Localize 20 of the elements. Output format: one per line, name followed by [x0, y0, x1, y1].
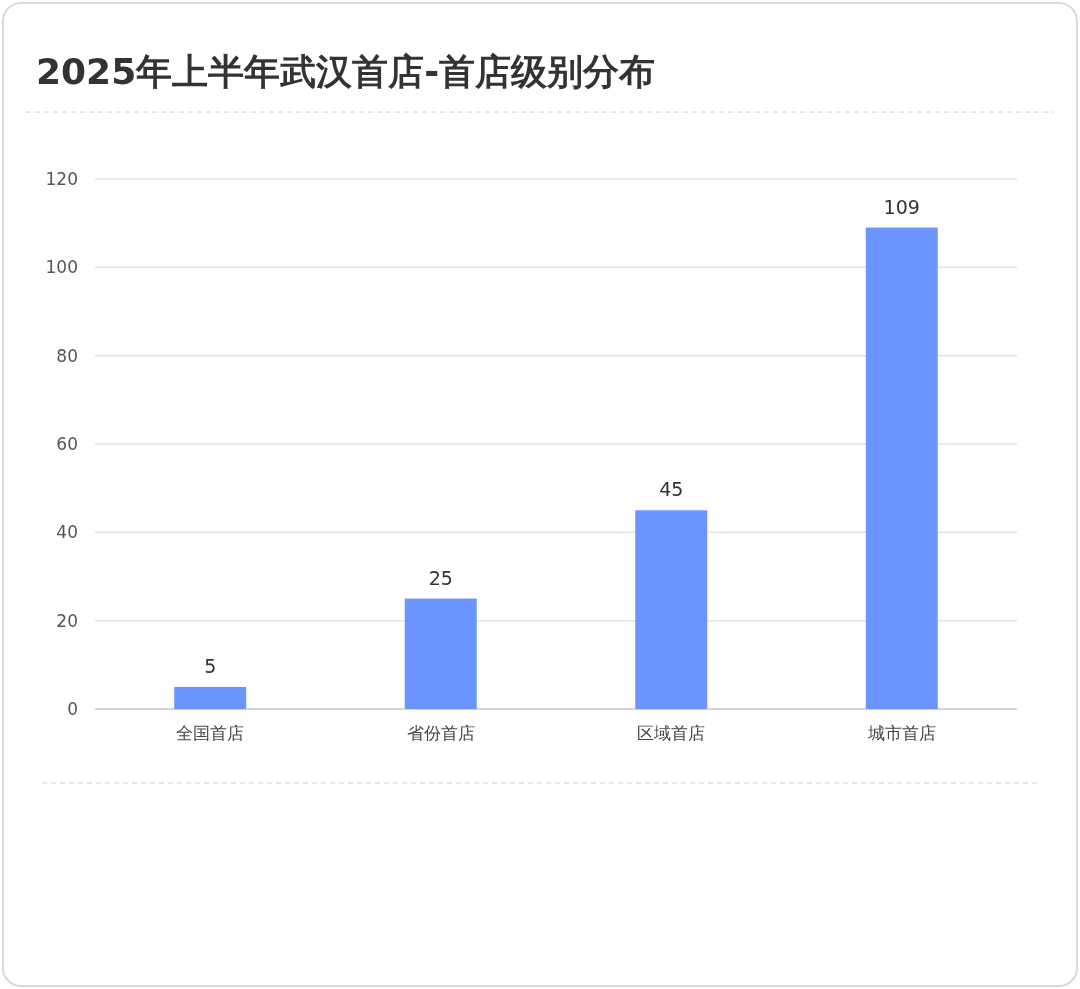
- bar: [635, 510, 708, 709]
- bar: [404, 598, 477, 709]
- x-tick-label: 区域首店: [637, 723, 706, 743]
- x-tick-label: 省份首店: [406, 723, 475, 743]
- chart-title: 2025年上半年武汉首店-首店级别分布: [36, 51, 656, 92]
- bar: [174, 686, 247, 709]
- y-tick-label: 80: [56, 345, 78, 366]
- y-tick-label: 60: [56, 434, 78, 454]
- y-tick-label: 0: [67, 699, 78, 719]
- data-label: 45: [659, 478, 684, 501]
- bar: [865, 227, 938, 709]
- data-label: 5: [204, 654, 217, 677]
- x-tick-label: 城市首店: [866, 723, 936, 743]
- x-tick-label: 全国首店: [176, 723, 245, 743]
- y-tick-label: 120: [45, 169, 78, 189]
- data-label: 25: [428, 566, 453, 589]
- y-tick-label: 40: [56, 522, 78, 543]
- data-label: 109: [883, 195, 920, 218]
- y-tick-label: 20: [56, 610, 78, 631]
- y-tick-label: 100: [45, 257, 78, 278]
